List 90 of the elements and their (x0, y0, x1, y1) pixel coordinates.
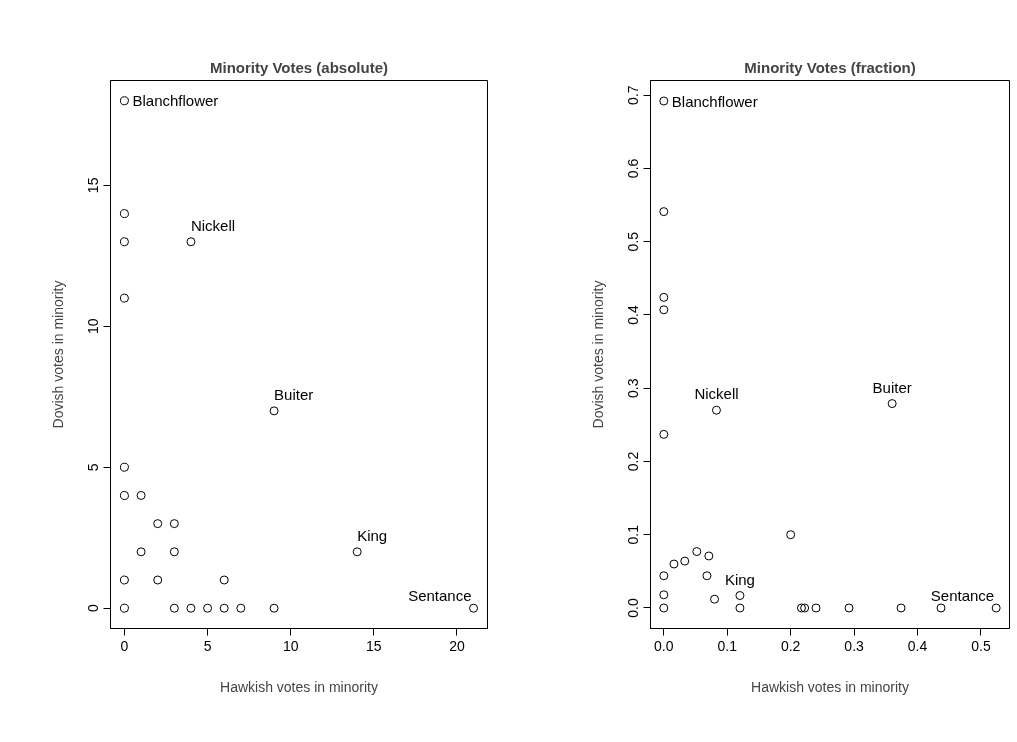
point (936, 603, 946, 613)
y-tick-label: 0 (85, 604, 102, 613)
x-tick-label: 0.1 (717, 637, 738, 654)
point (269, 603, 279, 613)
annotation: King (357, 526, 388, 544)
point (186, 237, 196, 247)
annotation: Sentance (408, 587, 472, 605)
y-tick-label: 0.3 (625, 378, 642, 398)
y-tick-label: 0.5 (625, 231, 642, 252)
point (119, 575, 129, 585)
point (119, 603, 129, 613)
chart-title: Minority Votes (absolute) (209, 58, 389, 76)
point (219, 575, 229, 585)
point (735, 591, 745, 601)
annotation: Buiter (872, 378, 912, 396)
point (469, 603, 479, 613)
point (269, 406, 279, 416)
point (119, 209, 129, 219)
point (710, 594, 720, 604)
y-tick-label: 0.7 (625, 85, 642, 105)
point (659, 571, 669, 581)
point (136, 490, 146, 500)
point (659, 96, 669, 106)
point (659, 590, 669, 600)
point (186, 603, 196, 613)
point (153, 519, 163, 529)
point (735, 603, 745, 613)
y-tick-label: 10 (85, 318, 102, 335)
point (169, 603, 179, 613)
x-tick-label: 15 (366, 637, 382, 654)
point (680, 556, 690, 566)
point (659, 207, 669, 217)
point (702, 571, 712, 581)
point (203, 603, 213, 613)
point (796, 603, 806, 613)
point (991, 603, 1001, 613)
annotation: Blanchflower (671, 92, 758, 110)
point (236, 603, 246, 613)
point (692, 547, 702, 557)
x-tick-label: 0.2 (780, 637, 801, 654)
point (659, 305, 669, 315)
point (669, 559, 679, 569)
x-tick-label: 0.4 (907, 637, 928, 654)
x-tick-label: 5 (203, 637, 212, 654)
point (119, 96, 129, 106)
x-tick-label: 0 (120, 637, 129, 654)
point (136, 547, 146, 557)
point (219, 603, 229, 613)
x-axis-title: Hawkish votes in minority (220, 678, 378, 695)
point (659, 603, 669, 613)
point (119, 237, 129, 247)
y-tick-label: 0.1 (625, 524, 642, 545)
x-tick-label: 20 (449, 637, 465, 654)
annotation: King (724, 570, 755, 588)
point (352, 547, 362, 557)
point (704, 551, 714, 561)
y-tick-label: 0.2 (625, 451, 642, 472)
point (896, 603, 906, 613)
point (711, 405, 721, 415)
annotation: Nickell (694, 385, 739, 403)
point (153, 575, 163, 585)
point (119, 462, 129, 472)
point (844, 603, 854, 613)
point (786, 530, 796, 540)
annotation: Blanchflower (132, 92, 219, 110)
y-tick-label: 0.4 (625, 304, 642, 325)
y-tick-label: 0.0 (625, 598, 642, 618)
point (169, 547, 179, 557)
annotation: Buiter (274, 385, 314, 403)
x-tick-label: 0.5 (971, 637, 991, 654)
point (119, 490, 129, 500)
y-tick-label: 0.6 (625, 158, 642, 179)
x-tick-label: 0.0 (654, 637, 674, 654)
point (659, 429, 669, 439)
y-tick-label: 5 (85, 463, 102, 472)
annotation: Sentance (930, 586, 995, 604)
point (887, 399, 897, 409)
x-axis-title: Hawkish votes in minority (751, 678, 909, 695)
point (811, 603, 821, 613)
point (119, 293, 129, 303)
point (169, 519, 179, 529)
y-axis-title: Dovish votes in minority (49, 280, 66, 429)
y-axis-title: Dovish votes in minority (589, 280, 606, 429)
y-tick-label: 15 (85, 177, 102, 194)
chart-title: Minority Votes (fraction) (744, 58, 916, 76)
annotation: Nickell (190, 216, 236, 234)
point (659, 292, 669, 302)
point (800, 603, 810, 613)
x-tick-label: 10 (282, 637, 299, 654)
x-tick-label: 0.3 (844, 637, 865, 654)
